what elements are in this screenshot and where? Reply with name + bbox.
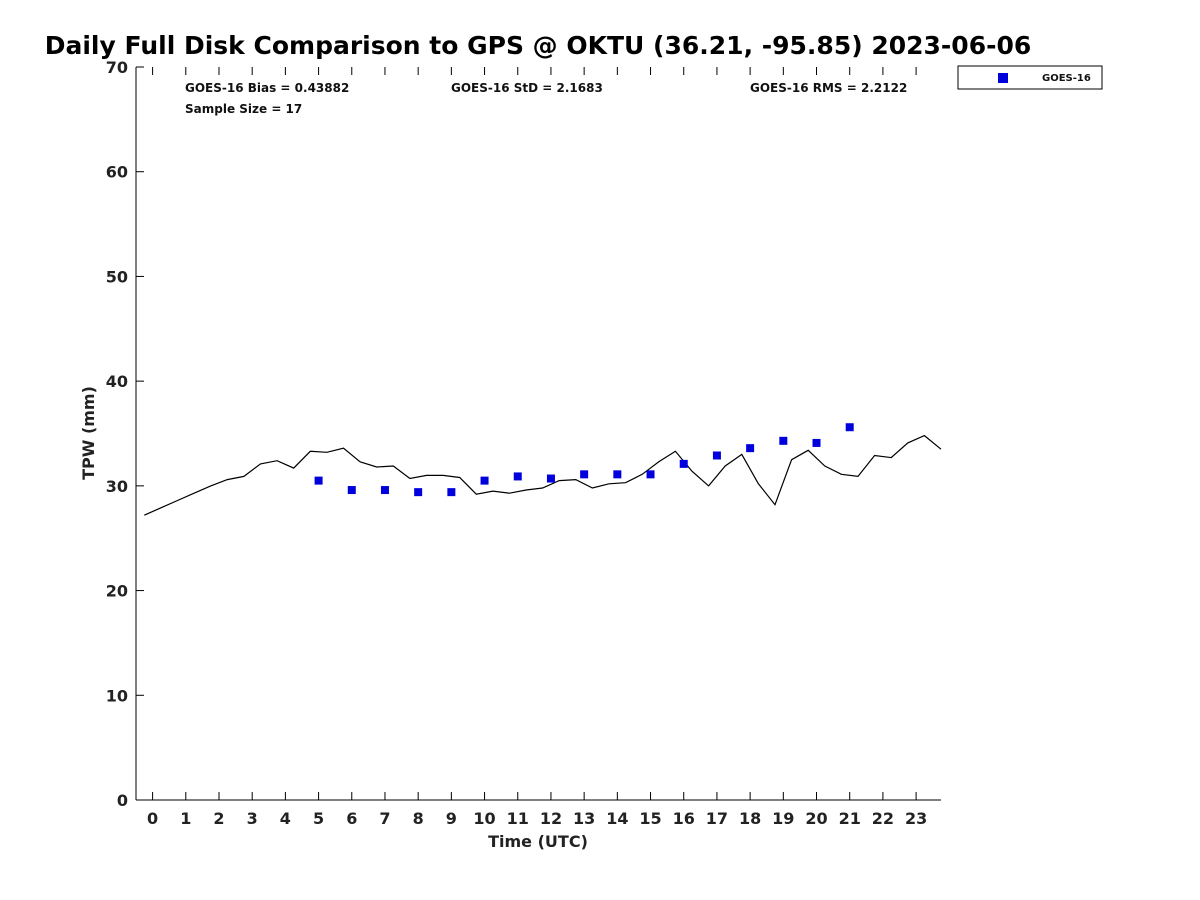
goes16-point xyxy=(580,470,589,479)
x-tick-label: 23 xyxy=(905,809,927,828)
x-tick-label: 6 xyxy=(346,809,357,828)
x-tick-label: 13 xyxy=(573,809,595,828)
goes16-point xyxy=(447,488,456,497)
x-tick-label: 1 xyxy=(180,809,191,828)
legend: GOES-16 xyxy=(957,65,1103,90)
axes xyxy=(135,67,941,801)
sample-size-stat: Sample Size = 17 xyxy=(185,102,302,116)
x-tick-label: 2 xyxy=(213,809,224,828)
x-tick-label: 9 xyxy=(446,809,457,828)
bias-stat: GOES-16 Bias = 0.43882 xyxy=(185,81,349,95)
goes16-point xyxy=(613,470,622,479)
x-tick-label: 15 xyxy=(639,809,661,828)
goes16-point xyxy=(314,476,323,485)
legend-marker-goes16 xyxy=(998,73,1008,83)
goes16-point xyxy=(746,444,755,453)
goes16-point xyxy=(414,488,423,497)
x-tick-label: 17 xyxy=(706,809,728,828)
y-ticks: 0 10 20 30 40 50 60 70 xyxy=(106,58,144,810)
y-tick-label: 10 xyxy=(106,686,128,705)
y-tick-label: 60 xyxy=(106,163,128,182)
x-tick-label: 18 xyxy=(739,809,761,828)
x-tick-label: 12 xyxy=(540,809,562,828)
chart-title: Daily Full Disk Comparison to GPS @ OKTU… xyxy=(45,31,1032,60)
goes16-point xyxy=(480,476,489,485)
y-axis-label: TPW (mm) xyxy=(79,386,98,480)
x-tick-label: 4 xyxy=(280,809,291,828)
goes16-point xyxy=(646,470,655,479)
goes16-point xyxy=(679,459,688,468)
x-tick-label: 7 xyxy=(379,809,390,828)
legend-label-goes16: GOES-16 xyxy=(1042,73,1091,84)
x-ticks: 0 1 2 3 4 5 6 7 8 9 10 11 12 13 14 15 16 17 18 19 20 21 22 23 xyxy=(147,67,927,828)
x-tick-label: 8 xyxy=(413,809,424,828)
goes16-point xyxy=(513,472,522,481)
x-tick-label: 20 xyxy=(805,809,827,828)
y-tick-label: 50 xyxy=(106,267,128,286)
x-tick-label: 22 xyxy=(872,809,894,828)
goes16-point xyxy=(712,451,721,460)
std-stat: GOES-16 StD = 2.1683 xyxy=(451,81,603,95)
gps-line xyxy=(144,434,942,516)
y-tick-label: 30 xyxy=(106,477,128,496)
x-tick-label: 14 xyxy=(606,809,628,828)
y-tick-label: 40 xyxy=(106,372,128,391)
goes16-point xyxy=(845,423,854,432)
x-tick-label: 11 xyxy=(507,809,529,828)
legend-box xyxy=(957,65,1103,90)
rms-stat: GOES-16 RMS = 2.2122 xyxy=(750,81,907,95)
x-tick-label: 10 xyxy=(473,809,495,828)
goes16-point xyxy=(546,474,555,483)
y-tick-label: 20 xyxy=(106,582,128,601)
goes16-point xyxy=(779,436,788,445)
x-tick-label: 16 xyxy=(673,809,695,828)
goes16-point xyxy=(380,486,389,495)
x-tick-label: 5 xyxy=(313,809,324,828)
goes16-points xyxy=(314,423,854,497)
x-tick-label: 19 xyxy=(772,809,794,828)
x-tick-label: 21 xyxy=(839,809,861,828)
goes16-point xyxy=(347,486,356,495)
x-tick-label: 3 xyxy=(247,809,258,828)
y-tick-label: 0 xyxy=(117,791,128,810)
y-tick-label: 70 xyxy=(106,58,128,77)
x-axis-label: Time (UTC) xyxy=(488,832,588,851)
goes16-point xyxy=(812,438,821,447)
x-tick-label: 0 xyxy=(147,809,158,828)
gps-line-group xyxy=(144,434,942,516)
